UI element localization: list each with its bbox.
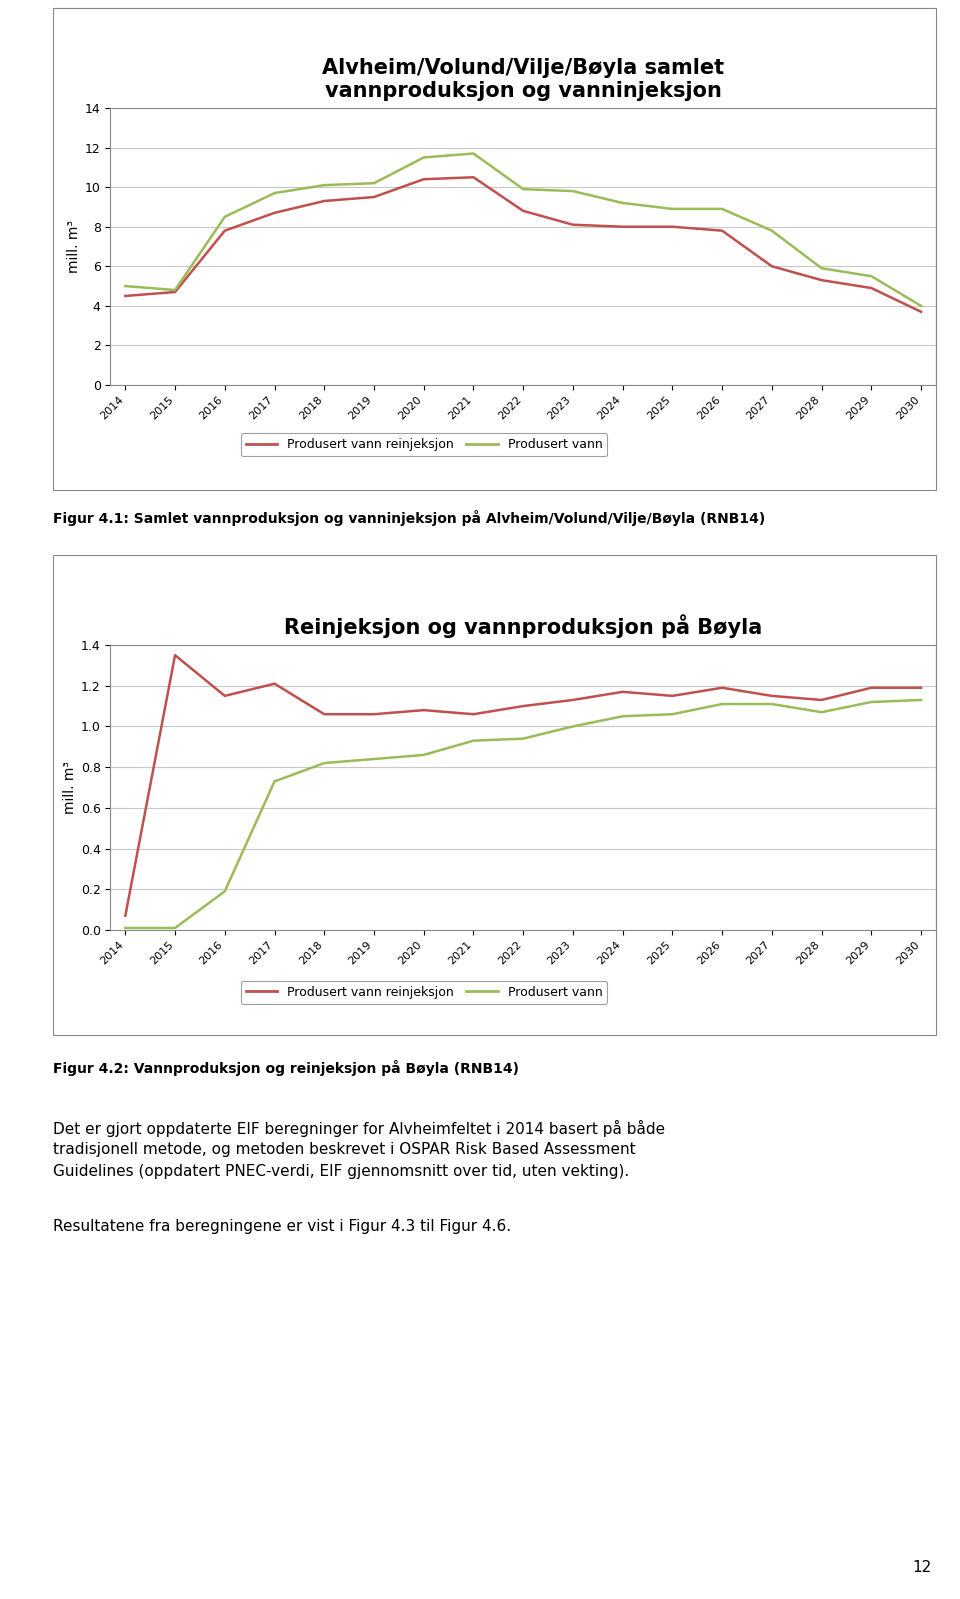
Produsert vann <box>567 716 579 736</box>
Produsert vann reinjeksjon <box>169 283 180 302</box>
Text: Figur 4.2: Vannproduksjon og reinjeksjon på Bøyla (RNB14): Figur 4.2: Vannproduksjon og reinjeksjon… <box>53 1060 518 1076</box>
Produsert vann <box>915 296 926 315</box>
Title: Alvheim/Volund/Vilje/Bøyla samlet
vannproduksjon og vanninjeksjon: Alvheim/Volund/Vilje/Bøyla samlet vannpr… <box>323 58 724 101</box>
Produsert vann <box>716 200 728 219</box>
Produsert vann <box>716 694 728 713</box>
Produsert vann <box>269 772 280 792</box>
Y-axis label: mill. m³: mill. m³ <box>62 761 77 814</box>
Produsert vann reinjeksjon <box>915 678 926 697</box>
Y-axis label: mill. m³: mill. m³ <box>66 221 81 273</box>
Produsert vann reinjeksjon <box>219 686 230 705</box>
Produsert vann <box>120 277 132 296</box>
Produsert vann <box>319 753 330 772</box>
Produsert vann <box>319 176 330 195</box>
Produsert vann reinjeksjon <box>567 691 579 710</box>
Produsert vann reinjeksjon <box>269 203 280 222</box>
Produsert vann reinjeksjon <box>319 192 330 211</box>
Produsert vann <box>169 280 180 299</box>
Text: Det er gjort oppdaterte EIF beregninger for Alvheimfeltet i 2014 basert på både: Det er gjort oppdaterte EIF beregninger … <box>53 1119 665 1137</box>
Produsert vann reinjeksjon <box>766 686 778 705</box>
Produsert vann reinjeksjon <box>369 705 380 724</box>
Produsert vann reinjeksjon <box>766 257 778 277</box>
Produsert vann reinjeksjon <box>866 278 877 297</box>
Produsert vann reinjeksjon <box>617 217 629 237</box>
Produsert vann reinjeksjon <box>567 216 579 235</box>
Produsert vann <box>866 692 877 712</box>
Produsert vann <box>866 267 877 286</box>
Produsert vann reinjeksjon <box>716 221 728 240</box>
Produsert vann reinjeksjon <box>219 221 230 240</box>
Produsert vann reinjeksjon <box>269 675 280 694</box>
Text: Figur 4.1: Samlet vannproduksjon og vanninjeksjon på Alvheim/Volund/Vilje/Bøyla : Figur 4.1: Samlet vannproduksjon og vann… <box>53 510 765 526</box>
Produsert vann reinjeksjon <box>169 646 180 665</box>
Produsert vann reinjeksjon <box>468 705 479 724</box>
Produsert vann reinjeksjon <box>120 286 132 305</box>
Line: Produsert vann reinjeksjon: Produsert vann reinjeksjon <box>126 177 921 312</box>
Produsert vann <box>169 918 180 937</box>
Produsert vann <box>915 691 926 710</box>
Text: Resultatene fra beregningene er vist i Figur 4.3 til Figur 4.6.: Resultatene fra beregningene er vist i F… <box>53 1218 511 1234</box>
Produsert vann <box>617 707 629 726</box>
Line: Produsert vann: Produsert vann <box>126 154 921 305</box>
Produsert vann <box>766 694 778 713</box>
Produsert vann reinjeksjon <box>915 302 926 321</box>
Produsert vann <box>666 200 678 219</box>
Produsert vann <box>369 750 380 769</box>
Legend: Produsert vann reinjeksjon, Produsert vann: Produsert vann reinjeksjon, Produsert va… <box>241 433 608 456</box>
Produsert vann reinjeksjon <box>517 697 529 716</box>
Produsert vann <box>666 705 678 724</box>
Title: Reinjeksjon og vannproduksjon på Bøyla: Reinjeksjon og vannproduksjon på Bøyla <box>284 614 762 638</box>
Produsert vann <box>369 174 380 193</box>
Text: Guidelines (oppdatert PNEC-verdi, EIF gjennomsnitt over tid, uten vekting).: Guidelines (oppdatert PNEC-verdi, EIF gj… <box>53 1164 629 1178</box>
Produsert vann <box>468 731 479 750</box>
Text: 12: 12 <box>912 1561 931 1575</box>
Produsert vann reinjeksjon <box>816 691 828 710</box>
Produsert vann <box>517 179 529 198</box>
Produsert vann <box>816 259 828 278</box>
Produsert vann reinjeksjon <box>666 217 678 237</box>
Text: tradisjonell metode, og metoden beskrevet i OSPAR Risk Based Assessment: tradisjonell metode, og metoden beskreve… <box>53 1142 636 1158</box>
Produsert vann reinjeksjon <box>666 686 678 705</box>
Produsert vann <box>219 208 230 227</box>
Produsert vann <box>617 193 629 213</box>
Produsert vann <box>418 147 429 166</box>
Line: Produsert vann reinjeksjon: Produsert vann reinjeksjon <box>126 656 921 916</box>
Produsert vann reinjeksjon <box>816 270 828 289</box>
Produsert vann <box>567 182 579 201</box>
Produsert vann reinjeksjon <box>716 678 728 697</box>
Produsert vann reinjeksjon <box>617 683 629 702</box>
Produsert vann reinjeksjon <box>468 168 479 187</box>
Produsert vann <box>816 702 828 721</box>
Produsert vann reinjeksjon <box>517 201 529 221</box>
Produsert vann reinjeksjon <box>866 678 877 697</box>
Produsert vann <box>269 184 280 203</box>
Produsert vann reinjeksjon <box>319 705 330 724</box>
Produsert vann reinjeksjon <box>120 907 132 926</box>
Produsert vann <box>219 881 230 900</box>
Produsert vann <box>468 144 479 163</box>
Produsert vann <box>517 729 529 748</box>
Produsert vann reinjeksjon <box>369 187 380 206</box>
Produsert vann <box>418 745 429 764</box>
Line: Produsert vann: Produsert vann <box>126 700 921 927</box>
Legend: Produsert vann reinjeksjon, Produsert vann: Produsert vann reinjeksjon, Produsert va… <box>241 980 608 1004</box>
Produsert vann <box>120 918 132 937</box>
Produsert vann reinjeksjon <box>418 700 429 720</box>
Produsert vann reinjeksjon <box>418 169 429 189</box>
Produsert vann <box>766 221 778 240</box>
